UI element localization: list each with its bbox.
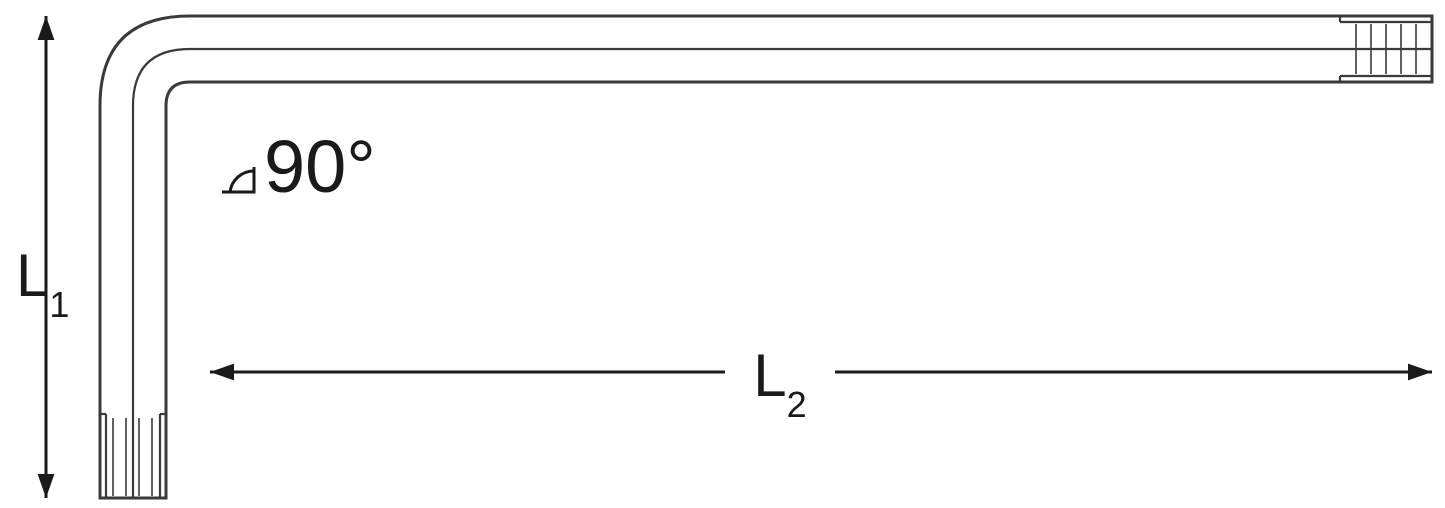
allen-key-body (100, 16, 1432, 498)
angle-label-90: 90° (264, 125, 376, 208)
allen-key-diagram: L1 L2 90° (0, 0, 1445, 508)
dimension-label-L1: L1 (16, 242, 69, 325)
angle-marker-90deg (222, 167, 254, 192)
